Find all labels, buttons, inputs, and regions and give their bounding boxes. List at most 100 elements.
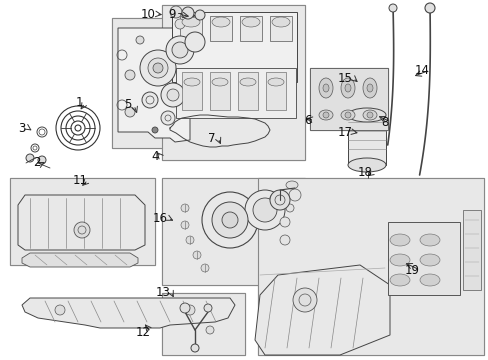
Ellipse shape <box>74 222 90 238</box>
Ellipse shape <box>340 78 354 98</box>
Ellipse shape <box>165 36 194 64</box>
Ellipse shape <box>362 110 376 120</box>
Bar <box>462 210 480 290</box>
Ellipse shape <box>181 221 189 229</box>
Ellipse shape <box>140 50 176 86</box>
Bar <box>162 293 244 355</box>
Text: 13: 13 <box>155 285 170 298</box>
Bar <box>172 12 296 82</box>
Ellipse shape <box>389 274 409 286</box>
Text: 17: 17 <box>337 126 352 139</box>
Ellipse shape <box>269 193 285 203</box>
Ellipse shape <box>175 19 184 29</box>
Ellipse shape <box>323 112 328 118</box>
Ellipse shape <box>195 10 204 20</box>
Ellipse shape <box>362 78 376 98</box>
Ellipse shape <box>38 156 46 164</box>
Ellipse shape <box>148 58 168 78</box>
Ellipse shape <box>271 17 289 27</box>
Ellipse shape <box>167 89 179 101</box>
Ellipse shape <box>340 110 354 120</box>
Bar <box>162 5 305 160</box>
Bar <box>209 72 229 110</box>
Bar <box>387 222 459 295</box>
Bar <box>269 16 291 41</box>
Ellipse shape <box>201 264 208 272</box>
Ellipse shape <box>345 112 350 118</box>
Ellipse shape <box>269 190 289 210</box>
Bar <box>347 115 385 165</box>
Ellipse shape <box>136 36 143 44</box>
Ellipse shape <box>419 234 439 246</box>
Ellipse shape <box>318 110 332 120</box>
Bar <box>240 16 262 41</box>
Ellipse shape <box>267 78 284 86</box>
Bar <box>182 72 202 110</box>
Text: 16: 16 <box>152 211 167 225</box>
Ellipse shape <box>184 32 204 52</box>
Bar <box>112 18 204 148</box>
Ellipse shape <box>191 344 199 352</box>
Ellipse shape <box>142 92 158 108</box>
Ellipse shape <box>285 204 293 212</box>
Text: 6: 6 <box>304 113 311 126</box>
Ellipse shape <box>389 234 409 246</box>
Bar <box>238 72 258 110</box>
Ellipse shape <box>180 303 190 313</box>
Polygon shape <box>18 195 145 250</box>
Bar <box>258 178 483 355</box>
Ellipse shape <box>193 251 201 259</box>
Bar <box>309 68 387 130</box>
Polygon shape <box>22 298 235 328</box>
Text: 9: 9 <box>168 8 175 21</box>
Polygon shape <box>118 28 200 142</box>
Ellipse shape <box>181 204 189 212</box>
Ellipse shape <box>347 108 385 122</box>
Ellipse shape <box>292 288 316 312</box>
Ellipse shape <box>388 4 396 12</box>
Text: 18: 18 <box>357 166 372 179</box>
Text: 2: 2 <box>33 157 41 170</box>
Bar <box>10 178 155 265</box>
Ellipse shape <box>212 78 227 86</box>
Polygon shape <box>254 265 389 355</box>
Text: 4: 4 <box>151 150 159 163</box>
Ellipse shape <box>366 84 372 92</box>
Bar <box>180 16 202 41</box>
Ellipse shape <box>182 17 200 27</box>
Bar <box>162 5 305 160</box>
Ellipse shape <box>212 202 247 238</box>
Ellipse shape <box>153 63 163 73</box>
Ellipse shape <box>161 83 184 107</box>
Ellipse shape <box>366 112 372 118</box>
Ellipse shape <box>280 217 289 227</box>
Ellipse shape <box>184 305 195 315</box>
Ellipse shape <box>182 7 194 19</box>
Bar <box>162 178 305 285</box>
Ellipse shape <box>424 3 434 13</box>
Ellipse shape <box>212 17 229 27</box>
Ellipse shape <box>172 42 187 58</box>
Text: 1: 1 <box>75 96 82 109</box>
Text: 8: 8 <box>381 116 388 129</box>
Bar <box>176 68 295 118</box>
Ellipse shape <box>170 6 182 18</box>
Ellipse shape <box>203 304 212 312</box>
Ellipse shape <box>419 254 439 266</box>
Ellipse shape <box>26 154 34 162</box>
Ellipse shape <box>202 192 258 248</box>
Ellipse shape <box>288 189 301 201</box>
Ellipse shape <box>222 212 238 228</box>
Bar <box>309 68 387 130</box>
Bar <box>162 293 244 355</box>
Ellipse shape <box>244 190 285 230</box>
Polygon shape <box>22 253 138 267</box>
Text: 5: 5 <box>124 99 131 112</box>
Bar <box>209 16 231 41</box>
Bar <box>10 178 155 265</box>
Ellipse shape <box>347 158 385 172</box>
Ellipse shape <box>161 111 175 125</box>
Ellipse shape <box>205 326 214 334</box>
Ellipse shape <box>285 181 297 189</box>
Ellipse shape <box>125 70 135 80</box>
